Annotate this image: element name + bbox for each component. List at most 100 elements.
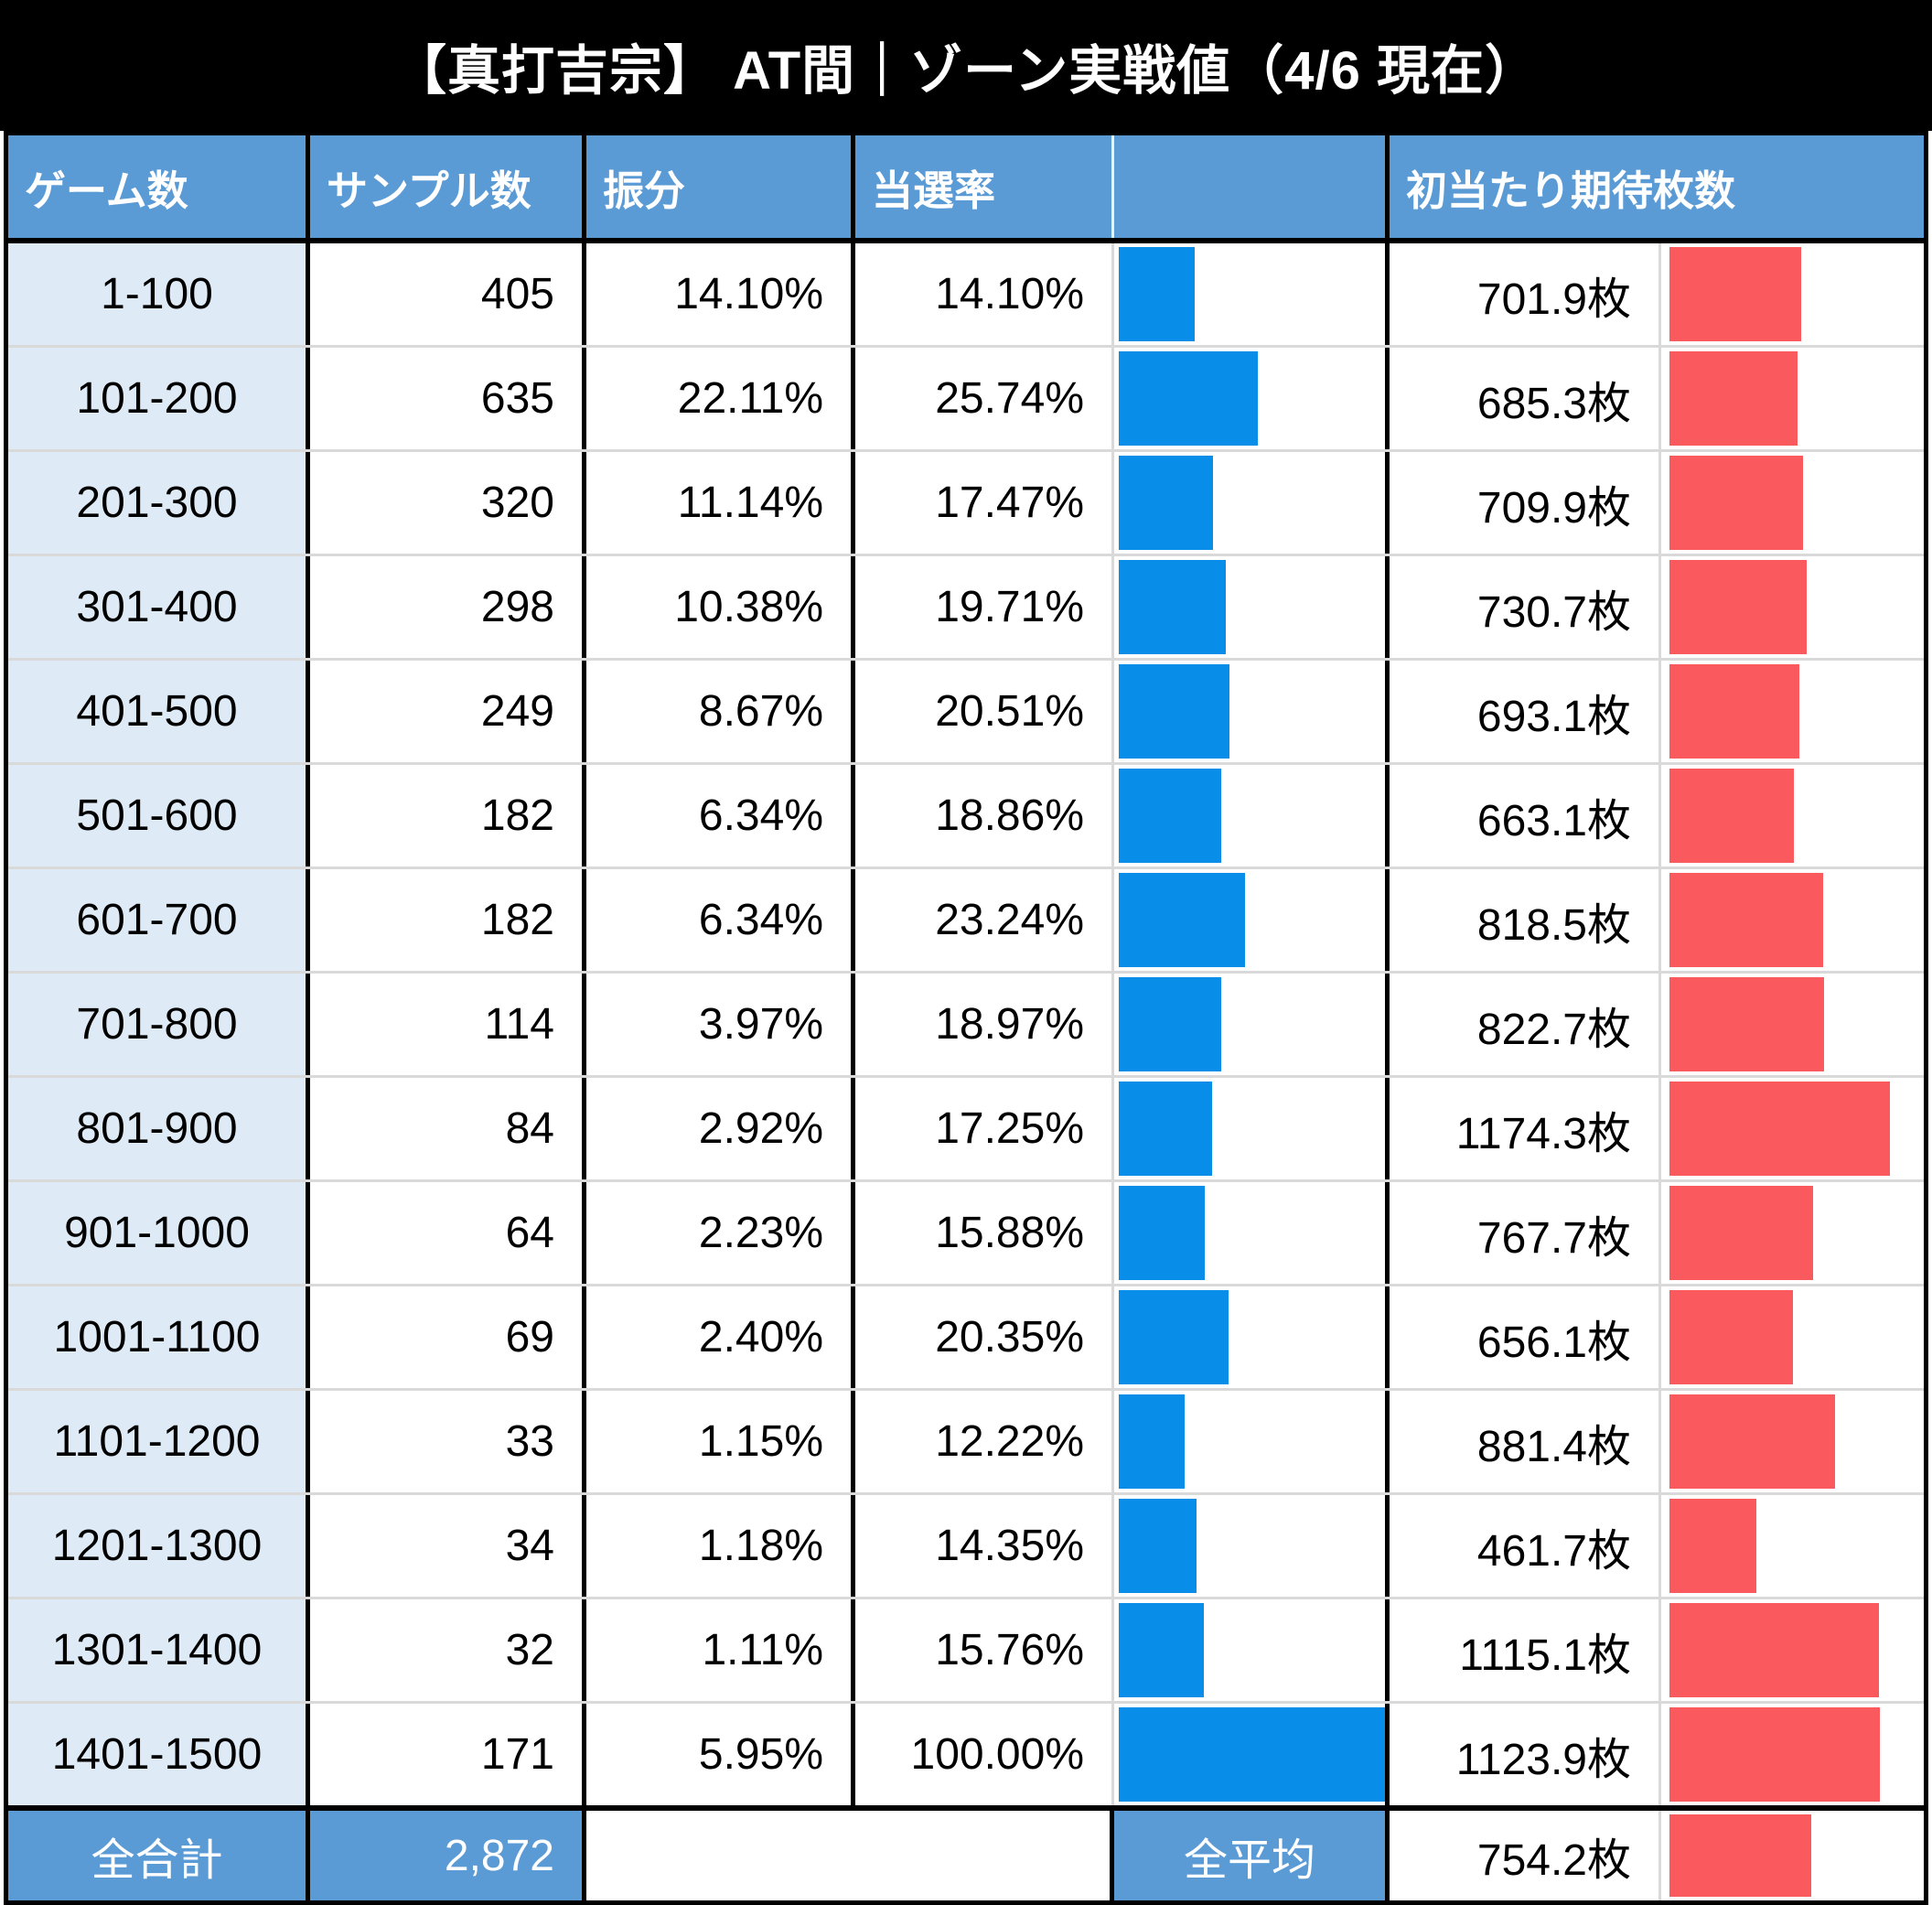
table-row: 1401-1500 171 5.95% 100.00% 1123.9枚 [8, 1701, 1924, 1805]
samples-cell: 64 [310, 1182, 586, 1284]
samples-cell: 34 [310, 1495, 586, 1597]
table-row: 101-200 635 22.11% 25.74% 685.3枚 [8, 345, 1924, 449]
coins-bar [1669, 1082, 1890, 1176]
coins-bar-cell [1661, 556, 1924, 658]
coins-bar-cell [1661, 1182, 1924, 1284]
coins-bar [1669, 977, 1824, 1071]
games-cell: 1301-1400 [8, 1599, 310, 1701]
coins-bar-cell [1661, 974, 1924, 1075]
win-rate-bar-cell [1114, 765, 1390, 866]
average-coins-bar [1669, 1814, 1811, 1897]
win-rate-cell: 18.97% [855, 974, 1114, 1075]
samples-cell: 405 [310, 243, 586, 345]
games-cell: 201-300 [8, 452, 310, 554]
win-rate-cell: 17.47% [855, 452, 1114, 554]
coins-bar-cell [1661, 1704, 1924, 1805]
games-cell: 901-1000 [8, 1182, 310, 1284]
coins-cell: 461.7枚 [1390, 1495, 1661, 1597]
coins-cell: 881.4枚 [1390, 1391, 1661, 1492]
coins-cell: 1123.9枚 [1390, 1704, 1661, 1805]
share-cell: 2.92% [586, 1078, 855, 1179]
table-row: 1101-1200 33 1.15% 12.22% 881.4枚 [8, 1388, 1924, 1492]
win-rate-bar-cell [1114, 243, 1390, 345]
footer-average-coins-bar-cell [1661, 1811, 1924, 1900]
win-rate-bar [1119, 873, 1245, 967]
coins-bar-cell [1661, 243, 1924, 345]
coins-bar-cell [1661, 1078, 1924, 1179]
win-rate-bar [1119, 1499, 1197, 1593]
win-rate-bar [1119, 1082, 1213, 1176]
coins-cell: 663.1枚 [1390, 765, 1661, 866]
table-row: 401-500 249 8.67% 20.51% 693.1枚 [8, 658, 1924, 762]
table-row: 701-800 114 3.97% 18.97% 822.7枚 [8, 971, 1924, 1075]
coins-bar-cell [1661, 869, 1924, 971]
coins-bar-cell [1661, 348, 1924, 449]
title-bar: 【真打吉宗】 AT間｜ゾーン実戦値（4/6 現在） [0, 0, 1932, 131]
win-rate-cell: 15.88% [855, 1182, 1114, 1284]
win-rate-bar [1119, 247, 1196, 341]
table-row: 1-100 405 14.10% 14.10% 701.9枚 [8, 243, 1924, 345]
games-cell: 1401-1500 [8, 1704, 310, 1805]
games-cell: 301-400 [8, 556, 310, 658]
coins-bar [1669, 1186, 1814, 1280]
coins-cell: 1115.1枚 [1390, 1599, 1661, 1701]
win-rate-bar-cell [1114, 1391, 1390, 1492]
win-rate-cell: 19.71% [855, 556, 1114, 658]
win-rate-cell: 15.76% [855, 1599, 1114, 1701]
share-cell: 6.34% [586, 869, 855, 971]
win-rate-bar [1119, 1394, 1186, 1489]
footer-average-label: 全平均 [1114, 1811, 1390, 1900]
win-rate-cell: 17.25% [855, 1078, 1114, 1179]
share-cell: 5.95% [586, 1704, 855, 1805]
win-rate-bar [1119, 351, 1259, 446]
table-row: 1001-1100 69 2.40% 20.35% 656.1枚 [8, 1284, 1924, 1388]
coins-cell: 1174.3枚 [1390, 1078, 1661, 1179]
header-row: ゲーム数 サンプル数 振分 当選率 初当たり期待枚数 [8, 135, 1924, 243]
coins-bar [1669, 247, 1801, 341]
footer-average-coins: 754.2枚 [1390, 1811, 1661, 1900]
win-rate-bar-cell [1114, 661, 1390, 762]
header-cell-games: ゲーム数 [8, 135, 310, 238]
samples-cell: 69 [310, 1286, 586, 1388]
win-rate-bar [1119, 560, 1226, 654]
win-rate-bar-cell [1114, 1078, 1390, 1179]
games-cell: 401-500 [8, 661, 310, 762]
win-rate-bar [1119, 1290, 1229, 1384]
zone-table: ゲーム数 サンプル数 振分 当選率 初当たり期待枚数 1-100 405 14.10… [4, 131, 1928, 1905]
win-rate-cell: 23.24% [855, 869, 1114, 971]
share-cell: 11.14% [586, 452, 855, 554]
coins-bar [1669, 769, 1794, 863]
win-rate-cell: 12.22% [855, 1391, 1114, 1492]
share-cell: 2.23% [586, 1182, 855, 1284]
win-rate-bar-cell [1114, 1704, 1390, 1805]
samples-cell: 320 [310, 452, 586, 554]
table-body: 1-100 405 14.10% 14.10% 701.9枚 101-200 635 22.1… [8, 243, 1924, 1805]
win-rate-bar [1119, 977, 1222, 1071]
games-cell: 1101-1200 [8, 1391, 310, 1492]
coins-bar [1669, 456, 1803, 550]
win-rate-bar-cell [1114, 974, 1390, 1075]
samples-cell: 114 [310, 974, 586, 1075]
win-rate-cell: 20.35% [855, 1286, 1114, 1388]
samples-cell: 182 [310, 869, 586, 971]
header-cell-win-rate: 当選率 [855, 135, 1114, 238]
win-rate-bar [1119, 664, 1230, 759]
samples-cell: 171 [310, 1704, 586, 1805]
coins-cell: 656.1枚 [1390, 1286, 1661, 1388]
footer-total-samples: 2,872 [310, 1811, 586, 1900]
share-cell: 22.11% [586, 348, 855, 449]
share-cell: 1.15% [586, 1391, 855, 1492]
header-cell-share: 振分 [586, 135, 855, 238]
coins-bar-cell [1661, 1286, 1924, 1388]
coins-cell: 685.3枚 [1390, 348, 1661, 449]
coins-bar [1669, 873, 1823, 967]
share-cell: 1.18% [586, 1495, 855, 1597]
table-row: 501-600 182 6.34% 18.86% 663.1枚 [8, 762, 1924, 866]
coins-cell: 701.9枚 [1390, 243, 1661, 345]
win-rate-bar-cell [1114, 869, 1390, 971]
samples-cell: 635 [310, 348, 586, 449]
coins-bar-cell [1661, 765, 1924, 866]
win-rate-bar-cell [1114, 1599, 1390, 1701]
win-rate-bar [1119, 769, 1221, 863]
table-row: 1301-1400 32 1.11% 15.76% 1115.1枚 [8, 1597, 1924, 1701]
